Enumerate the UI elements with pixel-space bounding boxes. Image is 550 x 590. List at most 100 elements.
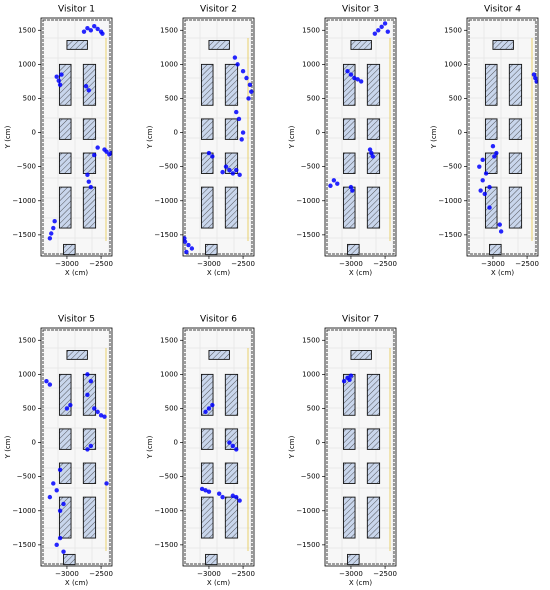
subplot: −3000 −2500 −1500 −1000 −500 0 500 1000 1500 Visi… [430, 5, 539, 278]
data-point [531, 72, 537, 77]
y-tick-label: 500 [449, 94, 462, 102]
data-point [534, 79, 538, 84]
y-tick-label: −1000 [12, 507, 36, 515]
shelf [224, 462, 239, 484]
axes-frame [182, 17, 255, 257]
y-tick-label: −1000 [296, 197, 320, 205]
chart-title: Visitor 1 [58, 5, 95, 15]
data-point [477, 164, 482, 169]
plan-border [326, 19, 395, 255]
shelf [82, 63, 97, 106]
y-tick-label: 0 [174, 129, 178, 137]
y-tick-label: 1500 [302, 336, 320, 344]
x-tick-label: −2500 [89, 260, 113, 268]
data-point [483, 171, 489, 176]
data-point [345, 68, 350, 74]
x-axis-label: X (cm) [349, 579, 372, 587]
shelf [342, 462, 356, 484]
x-axis-label: X (cm) [65, 269, 88, 277]
y-tick-label: −1500 [296, 231, 320, 239]
y-tick-label: 1000 [302, 60, 320, 68]
data-point [86, 179, 91, 184]
data-point [57, 535, 63, 541]
data-point [92, 23, 97, 29]
data-point [59, 72, 64, 77]
y-tick-label: 500 [307, 94, 320, 102]
shelf [82, 186, 97, 229]
shelf [366, 118, 381, 140]
y-axis-label: Y (cm) [430, 125, 438, 149]
shelf [82, 462, 97, 484]
points [44, 372, 109, 554]
y-tick-label: 1500 [18, 336, 36, 344]
data-point [497, 222, 502, 227]
data-point [184, 249, 189, 255]
data-point [98, 413, 104, 418]
y-tick-label: −1500 [12, 541, 36, 549]
data-point [92, 406, 97, 411]
data-point [220, 494, 225, 500]
data-point [382, 21, 388, 26]
chart-title: Visitor 5 [58, 315, 95, 325]
shelf [224, 118, 239, 140]
data-point [57, 467, 63, 473]
data-point [85, 172, 90, 178]
data-point [533, 75, 538, 81]
data-point [85, 447, 90, 452]
data-point [88, 184, 94, 190]
subplot: −3000 −2500 −1500 −1000 −500 0 500 1000 1500 Visi… [4, 5, 113, 278]
shelf [66, 350, 88, 360]
shelf [224, 186, 239, 229]
data-point [230, 171, 236, 176]
x-tick-label: −2500 [515, 260, 539, 268]
data-point [102, 147, 107, 152]
data-point [376, 28, 381, 33]
data-point [239, 137, 244, 142]
axes-frame [324, 17, 397, 257]
shelf [366, 496, 381, 539]
y-axis-label: Y (cm) [146, 125, 154, 149]
shelf [200, 63, 214, 106]
shelf [342, 428, 356, 450]
data-point [49, 231, 54, 236]
data-point [47, 236, 53, 241]
shelf [347, 243, 360, 256]
data-point [492, 154, 497, 159]
chart-title: Visitor 6 [200, 315, 237, 325]
floor-plan [325, 328, 396, 566]
y-tick-label: 1500 [444, 26, 462, 34]
data-point [88, 28, 94, 33]
shelf [208, 350, 230, 360]
data-point [88, 443, 94, 449]
shelf [200, 118, 214, 140]
shelf [224, 373, 239, 416]
plot-area [183, 328, 254, 566]
y-tick-label: 1500 [18, 26, 36, 34]
shelf [58, 373, 72, 416]
data-point [235, 62, 240, 67]
x-tick-label: −2500 [231, 570, 255, 578]
data-point [61, 501, 66, 507]
points [47, 23, 112, 241]
x-tick-label: −3000 [55, 570, 79, 578]
x-tick-label: −3000 [197, 570, 221, 578]
data-point [216, 491, 222, 496]
data-point [92, 152, 97, 158]
chart-title: Visitor 2 [200, 5, 237, 15]
x-tick-label: −2500 [89, 570, 113, 578]
y-tick-label: 0 [32, 439, 36, 447]
data-point [183, 239, 188, 244]
y-axis-label: Y (cm) [288, 435, 296, 459]
data-point [52, 219, 57, 224]
data-point [494, 150, 499, 156]
floor-plan [41, 18, 112, 256]
data-point [328, 183, 333, 188]
points [477, 72, 538, 234]
shelf [350, 40, 372, 50]
y-axis-label: Y (cm) [146, 435, 154, 459]
floor-plan [183, 18, 254, 256]
data-point [230, 443, 236, 449]
plan-border [184, 329, 253, 565]
subplot: −3000 −2500 −1500 −1000 −500 0 500 1000 1500 Visi… [146, 5, 255, 278]
shelf [82, 496, 97, 539]
